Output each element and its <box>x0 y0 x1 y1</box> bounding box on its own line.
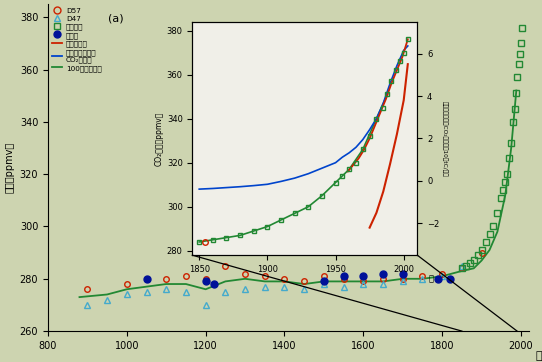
Y-axis label: 濃度（ppmv）: 濃度（ppmv） <box>4 142 14 193</box>
Legend: D57, D47, サイプル, 南極点, マウナロア, 化石燃料からの
CO₂排出量, 100年移動平均: D57, D47, サイプル, 南極点, マウナロア, 化石燃料からの CO₂排… <box>51 8 102 72</box>
Text: (a): (a) <box>108 14 124 24</box>
Y-axis label: 化石燃料からのCO₂排出量（10億tC/年）: 化石燃料からのCO₂排出量（10億tC/年） <box>442 101 448 176</box>
X-axis label: 年: 年 <box>428 274 434 283</box>
X-axis label: 年: 年 <box>535 351 542 361</box>
Y-axis label: CO₂濃度（ppmv）: CO₂濃度（ppmv） <box>155 111 164 166</box>
